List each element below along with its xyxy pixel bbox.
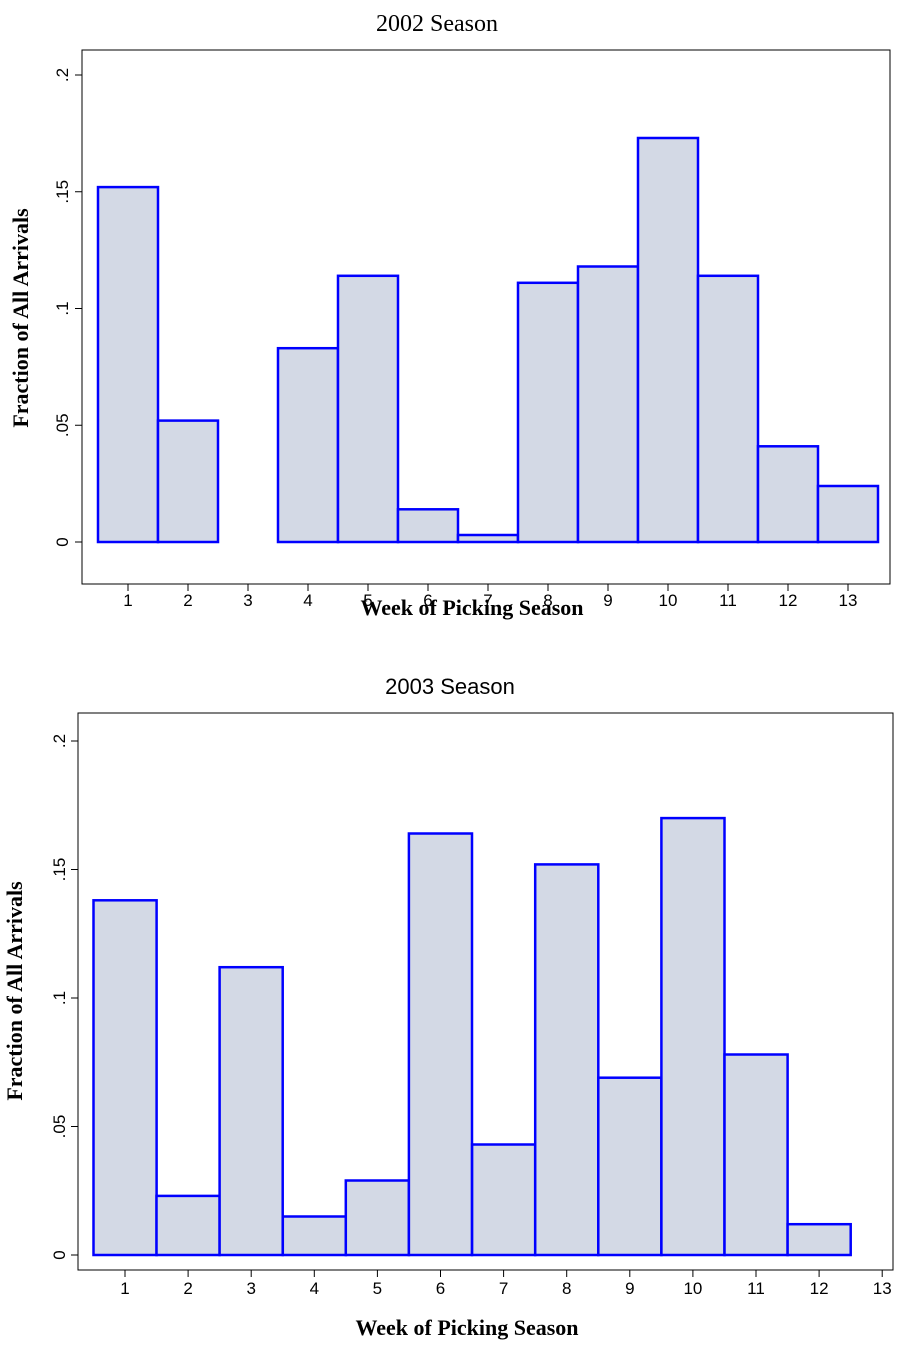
x-tick-label: 13 xyxy=(873,1279,892,1298)
x-axis: 1 2 3 4 5 6 7 8 9 10 11 12 13 xyxy=(123,584,857,610)
bar-week-10 xyxy=(660,816,726,1257)
bar-week-10 xyxy=(636,136,700,544)
bar-week-1 xyxy=(96,185,160,544)
bar-week-5 xyxy=(336,274,400,544)
x-tick-label: 9 xyxy=(625,1279,634,1298)
y-axis-title: Fraction of All Arrivals xyxy=(2,881,27,1101)
y-axis-title: Fraction of All Arrivals xyxy=(8,208,33,428)
bar-week-11 xyxy=(696,274,760,544)
bar-week-9 xyxy=(597,1076,663,1257)
x-tick-label: 8 xyxy=(562,1279,571,1298)
y-tick-label: .1 xyxy=(53,301,72,315)
x-tick-label: 5 xyxy=(363,591,372,610)
bar-week-9 xyxy=(576,265,640,544)
y-tick-label: 0 xyxy=(53,537,72,546)
x-axis: 1 2 3 4 5 6 7 8 9 10 11 12 13 xyxy=(120,1270,892,1298)
y-axis: 0 .05 .1 .15 .2 xyxy=(50,734,78,1260)
plot-area-frame xyxy=(81,49,891,585)
x-tick-label: 6 xyxy=(423,591,432,610)
bar-week-1 xyxy=(92,899,158,1257)
bar-week-13 xyxy=(816,484,880,544)
bar-week-4 xyxy=(276,346,340,544)
x-tick-label: 2 xyxy=(183,1279,192,1298)
bar-week-6 xyxy=(396,508,460,544)
chart-title: 2002 Season xyxy=(376,11,498,37)
bar-group xyxy=(92,816,852,1257)
x-tick-label: 4 xyxy=(303,591,312,610)
x-tick-label: 1 xyxy=(120,1279,129,1298)
bar-week-5 xyxy=(344,1179,411,1257)
x-tick-label: 3 xyxy=(243,591,252,610)
bar-week-2 xyxy=(156,419,220,544)
bar-group xyxy=(96,136,880,544)
y-axis: 0 .05 .1 .15 .2 xyxy=(53,68,82,547)
bar-week-4 xyxy=(281,1215,348,1257)
x-tick-label: 6 xyxy=(436,1279,445,1298)
chart-title: 2003 Season xyxy=(385,674,515,699)
x-tick-label: 11 xyxy=(719,591,737,610)
x-tick-label: 3 xyxy=(246,1279,255,1298)
x-tick-label: 5 xyxy=(373,1279,382,1298)
x-axis-title: Week of Picking Season xyxy=(360,595,583,620)
bar-week-8 xyxy=(516,281,580,544)
bar-week-8 xyxy=(533,863,600,1257)
plot-area-frame xyxy=(77,712,894,1271)
y-tick-label: .05 xyxy=(50,1115,69,1139)
bar-week-2 xyxy=(155,1194,221,1257)
x-tick-label: 8 xyxy=(543,591,552,610)
bar-week-12 xyxy=(786,1222,852,1257)
x-tick-label: 7 xyxy=(499,1279,508,1298)
x-tick-label: 9 xyxy=(603,591,612,610)
chart-2003: 2003 Season 0.05.1.15.2 1 2 3 4 5 6 7 8 9 10 11 12 1… xyxy=(2,674,894,1340)
bar-week-11 xyxy=(723,1053,789,1257)
y-tick-label: 0 xyxy=(50,1250,69,1259)
x-tick-label: 1 xyxy=(123,591,132,610)
x-tick-label: 7 xyxy=(483,591,492,610)
bar-week-7 xyxy=(456,533,520,544)
x-tick-label: 10 xyxy=(683,1279,702,1298)
bar-week-6 xyxy=(407,832,474,1257)
x-tick-label: 13 xyxy=(839,591,858,610)
y-tick-label: .05 xyxy=(53,413,72,437)
y-tick-label: .2 xyxy=(50,734,69,748)
x-tick-label: 12 xyxy=(810,1279,829,1298)
bar-week-12 xyxy=(756,445,820,544)
y-tick-label: .15 xyxy=(50,858,69,882)
chart-2002: 2002 Season 0.05.1.15.2 1 2 3 4 5 6 7 8 9 10 11 12 1… xyxy=(8,11,891,620)
y-tick-label: .15 xyxy=(53,180,72,204)
x-tick-label: 4 xyxy=(310,1279,319,1298)
x-tick-label: 12 xyxy=(779,591,798,610)
x-tick-label: 2 xyxy=(183,591,192,610)
x-tick-label: 11 xyxy=(747,1279,765,1298)
bar-week-7 xyxy=(470,1143,537,1257)
x-tick-label: 10 xyxy=(659,591,678,610)
y-tick-label: .2 xyxy=(53,68,72,82)
bar-week-3 xyxy=(218,965,284,1257)
y-tick-label: .1 xyxy=(50,991,69,1005)
x-axis-title: Week of Picking Season xyxy=(355,1315,578,1340)
